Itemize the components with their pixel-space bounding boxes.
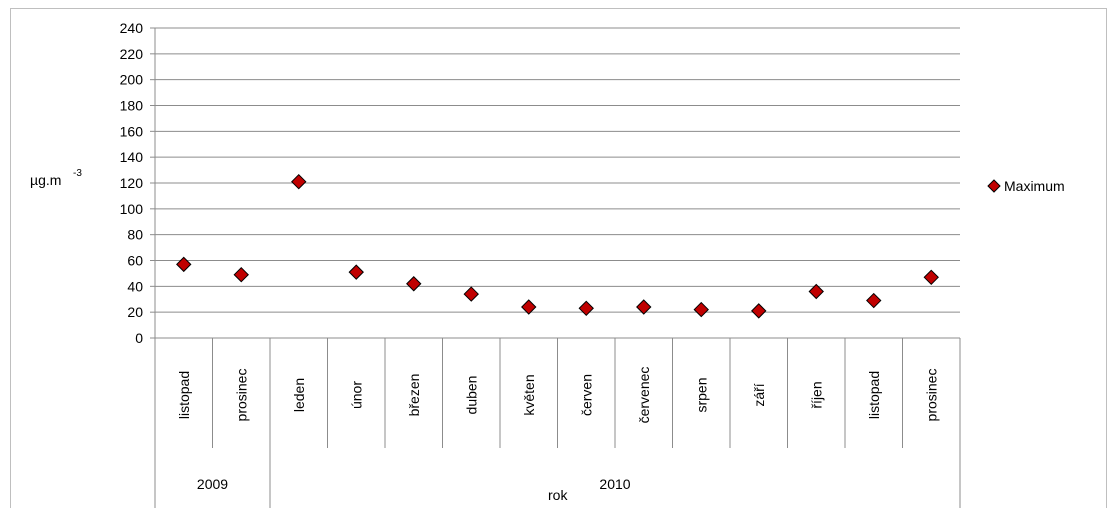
data-point: [636, 299, 652, 315]
data-point: [521, 299, 537, 315]
y-tick-label: 200: [120, 72, 144, 88]
data-point: [578, 300, 594, 316]
category-label: srpen: [693, 377, 709, 412]
data-point: [463, 286, 479, 302]
data-point: [348, 264, 364, 280]
category-label: květen: [521, 374, 537, 415]
category-label: listopad: [176, 371, 192, 419]
y-tick-label: 160: [120, 123, 144, 139]
category-label: prosinec: [923, 369, 939, 422]
category-label: prosinec: [233, 369, 249, 422]
y-tick-labels: 0 20 40 60 80 100 120 140 160 180 200 220 240: [120, 20, 144, 346]
category-label: září: [751, 383, 767, 406]
group-label: 2010: [599, 476, 630, 492]
data-point: [291, 174, 307, 190]
y-axis-label: µg.m: [30, 172, 61, 188]
category-label: leden: [291, 378, 307, 412]
y-tick-label: 40: [127, 278, 143, 294]
y-tick-label: 140: [120, 149, 144, 165]
y-tick-label: 220: [120, 46, 144, 62]
legend: Maximum: [987, 178, 1065, 194]
chart-frame: [10, 8, 1107, 508]
y-tick-label: 120: [120, 175, 144, 191]
category-label: únor: [348, 381, 364, 409]
data-points: [176, 174, 939, 319]
y-axis-label-superscript: -3: [73, 168, 82, 179]
category-label: červen: [578, 374, 594, 416]
legend-marker: [987, 179, 1001, 193]
legend-label: Maximum: [1004, 178, 1065, 194]
y-tick-label: 80: [127, 227, 143, 243]
y-tick-label: 20: [127, 304, 143, 320]
data-point: [923, 269, 939, 285]
category-label: červenec: [636, 367, 652, 424]
data-point: [751, 303, 767, 319]
group-label: 2009: [197, 476, 228, 492]
data-point: [233, 267, 249, 283]
y-tick-label: 180: [120, 98, 144, 114]
data-point: [176, 256, 192, 273]
y-tick-label: 240: [120, 20, 144, 36]
x-axis-label: rok: [548, 487, 568, 503]
y-tick-label: 60: [127, 253, 143, 269]
category-labels: listopad prosinec leden únor březen duben květ…: [176, 367, 940, 492]
category-label: duben: [463, 376, 479, 415]
category-label: listopad: [866, 371, 882, 419]
data-point: [693, 301, 709, 318]
data-point: [866, 292, 882, 309]
y-axis-title: µg.m -3: [30, 168, 82, 188]
axes: [154, 28, 961, 508]
y-tick-label: 0: [135, 330, 143, 346]
category-label: říjen: [808, 381, 824, 408]
grid: [150, 27, 960, 339]
category-label: březen: [406, 374, 422, 417]
data-point: [808, 283, 824, 300]
data-point: [406, 276, 422, 292]
y-tick-label: 100: [120, 201, 144, 217]
